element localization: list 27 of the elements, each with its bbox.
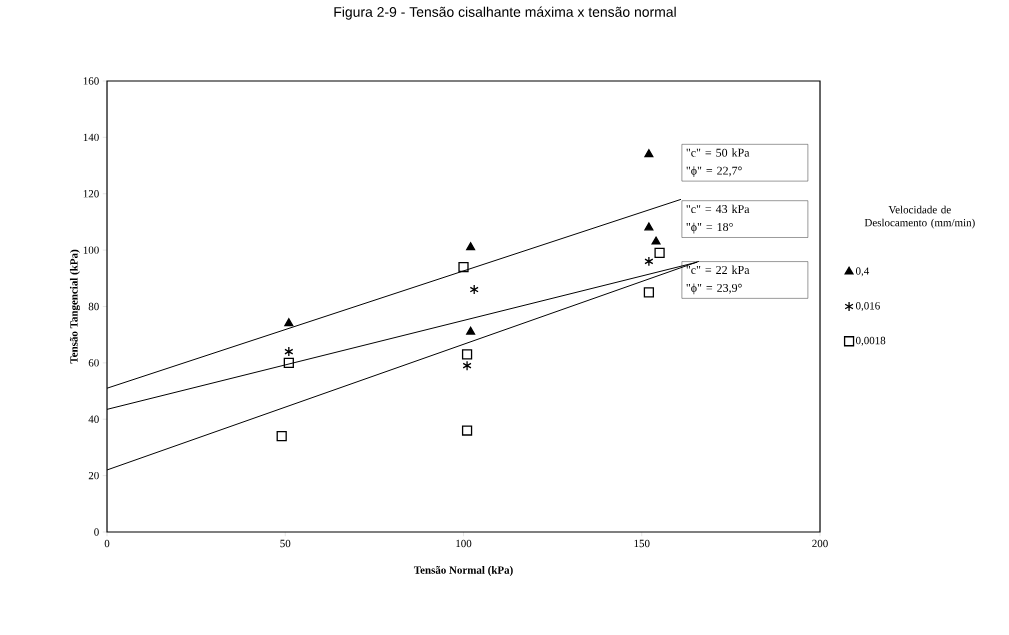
- annotation: "c" = 22 kPa: [686, 265, 750, 274]
- y-tick-label: 60: [88, 359, 99, 367]
- x-tick-label: 150: [634, 539, 650, 548]
- y-tick-label: 0: [94, 528, 99, 536]
- annotation: "c" = 50 kPa: [686, 148, 750, 157]
- y-axis-title: Tensão Tangencial (kPa): [69, 249, 80, 364]
- x-tick-label: 50: [280, 539, 291, 548]
- annotation: "ϕ" = 18°: [686, 222, 733, 234]
- legend-title: Velocidade de Deslocamento (mm/min): [864, 205, 975, 229]
- legend-label: 0,016: [855, 302, 880, 312]
- y-tick-label: 40: [88, 415, 99, 423]
- x-tick-label: 0: [104, 539, 110, 548]
- annotation: "ϕ" = 22,7°: [686, 166, 742, 178]
- annotation: "c" = 43 kPa: [686, 204, 750, 214]
- y-tick-label: 80: [88, 302, 99, 311]
- x-axis-title: Tensão Normal (kPa): [413, 565, 513, 576]
- y-tick-label: 160: [83, 77, 99, 85]
- x-tick-label: 100: [456, 539, 472, 548]
- legend-label: 0,0018: [855, 336, 886, 346]
- y-tick-label: 20: [88, 471, 99, 480]
- chart-title: Figura 2-9 - Tensão cisalhante máxima x tensão normal: [334, 6, 676, 20]
- legend-label: 0,4: [855, 267, 870, 277]
- y-tick-label: 100: [83, 246, 99, 254]
- y-tick-label: 120: [83, 190, 99, 198]
- annotation: "ϕ" = 23,9°: [686, 283, 742, 295]
- y-tick-label: 140: [83, 133, 99, 142]
- x-tick-label: 200: [812, 539, 828, 548]
